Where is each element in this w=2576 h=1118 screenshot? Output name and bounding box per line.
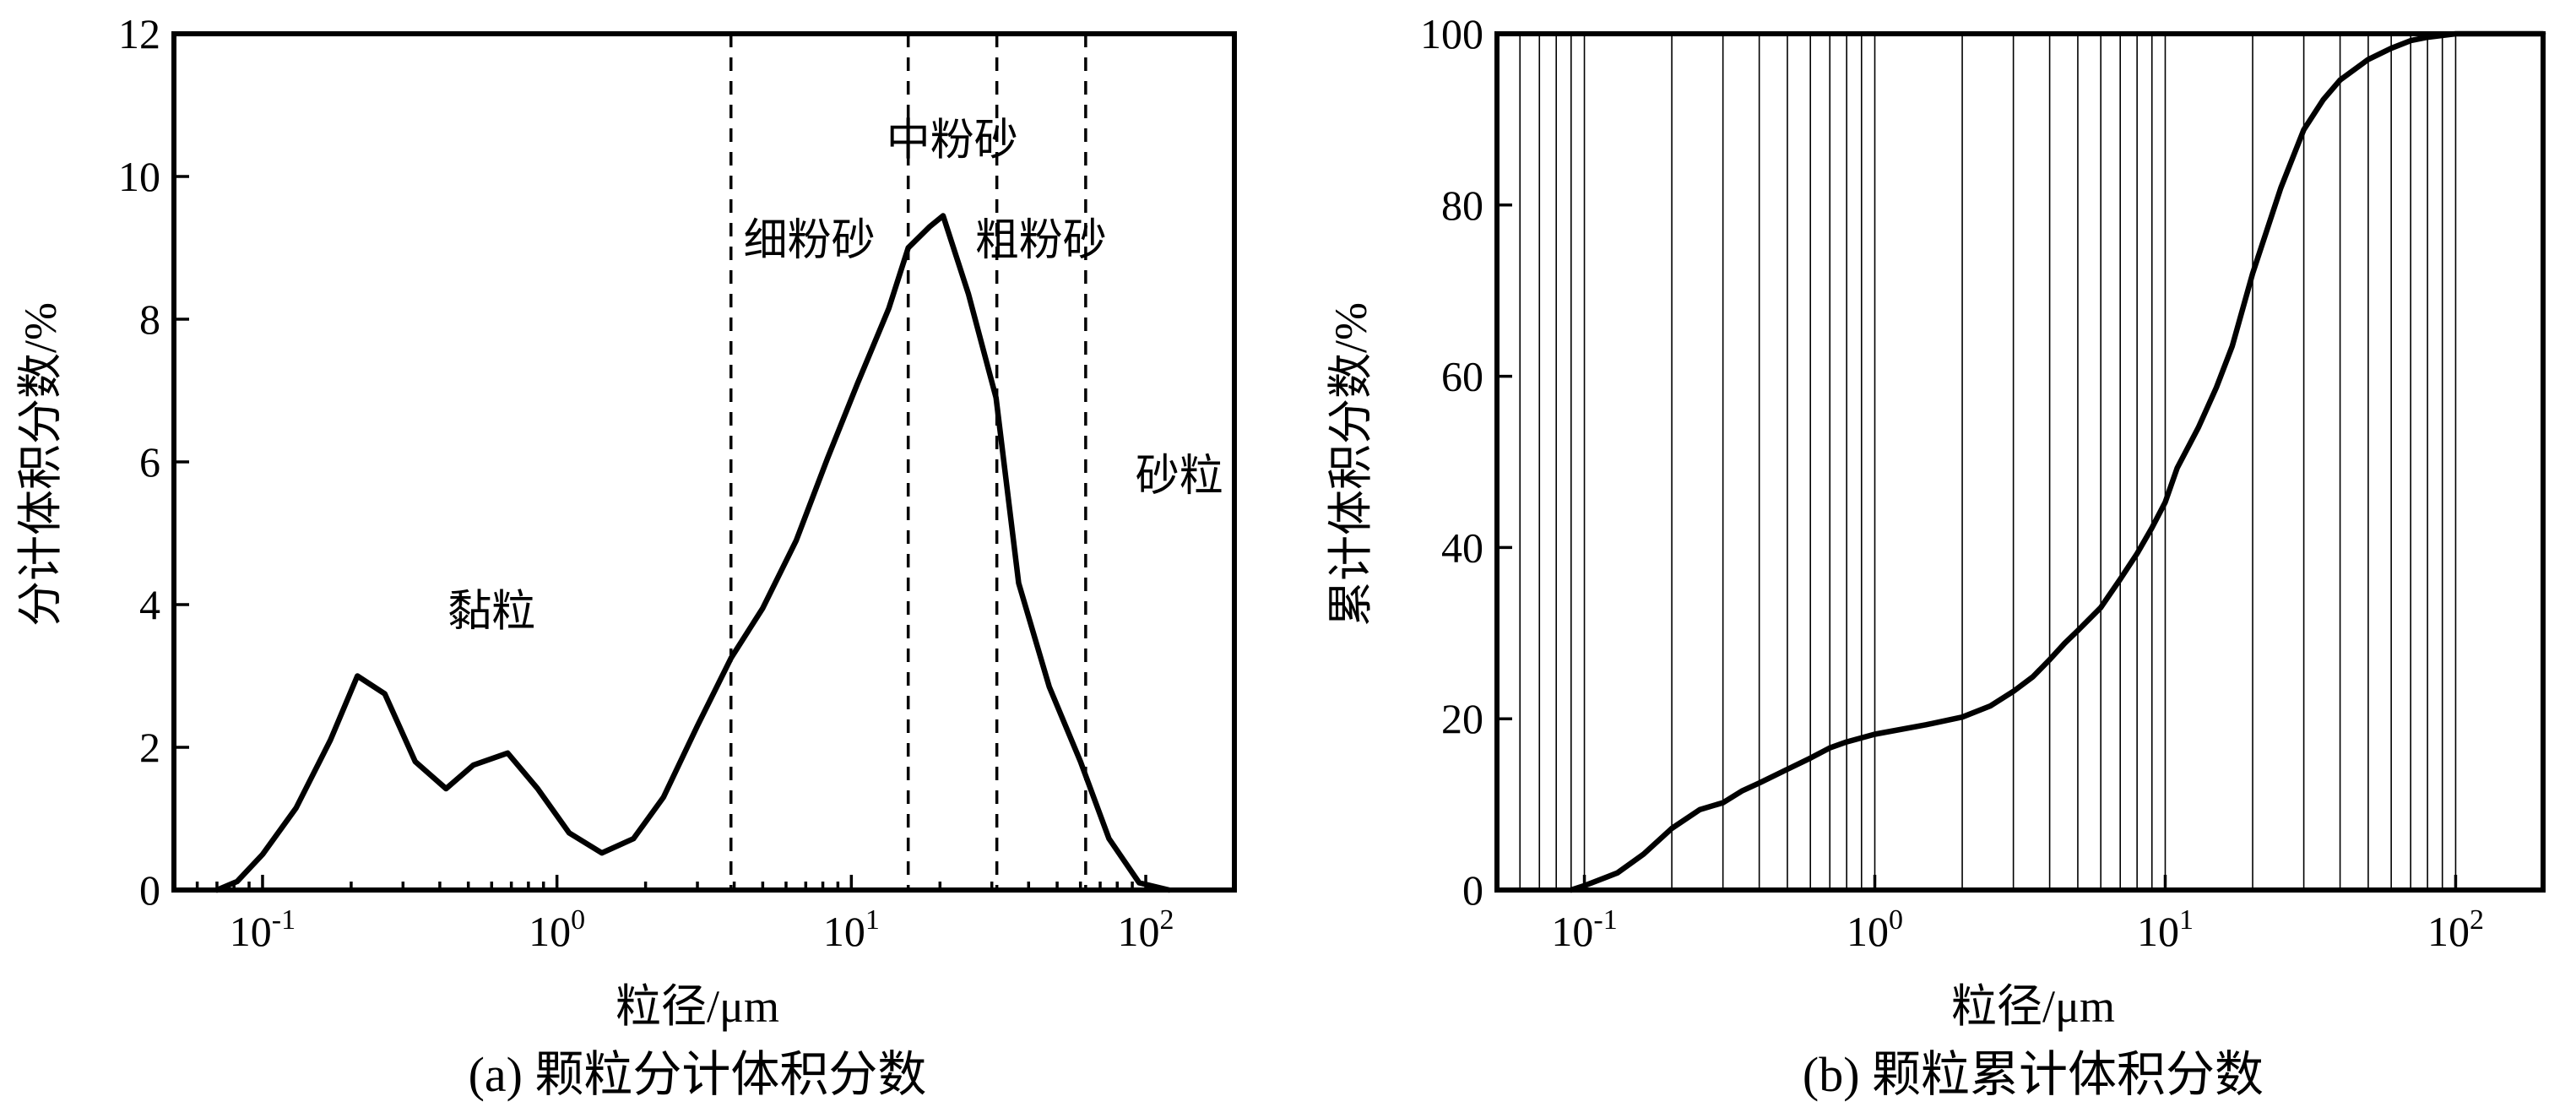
chart-a-y-axis-label: 分计体积分数/% xyxy=(15,302,66,627)
chart-b-y-tick-label: 80 xyxy=(1441,182,1483,229)
chart-a-x-tick-label: 10-1 xyxy=(230,904,296,955)
chart-b-y-tick-label: 60 xyxy=(1441,353,1483,400)
chart-a-y-tick-label: 10 xyxy=(118,153,160,200)
chart-a-x-axis-label: 粒径/μm xyxy=(616,981,779,1032)
chart-b-x-tick-label: 100 xyxy=(1847,904,1903,955)
chart-a-series-line xyxy=(214,213,1172,893)
chart-b-y-tick-label: 40 xyxy=(1441,524,1483,571)
chart-b-y-tick-label: 20 xyxy=(1441,695,1483,742)
chart-a-x-tick-label: 100 xyxy=(529,904,585,955)
chart-a-plot-frame xyxy=(171,31,1237,893)
chart-b-x-tick-label: 102 xyxy=(2427,904,2484,955)
chart-b-x-tick-label: 101 xyxy=(2137,904,2194,955)
chart-b-y-tick-label: 0 xyxy=(1462,866,1483,914)
chart-a-y-tick-label: 4 xyxy=(139,581,160,628)
chart-b-caption: (b) 颗粒累计体积分数 xyxy=(1803,1047,2264,1102)
chart-b-series-line xyxy=(1568,30,2546,893)
chart-a-x-tick-label: 101 xyxy=(823,904,880,955)
chart-a-y-tick-label: 2 xyxy=(139,724,160,771)
chart-b-x-tick-label: 10-1 xyxy=(1551,904,1617,955)
chart-a-y-tick-label: 8 xyxy=(139,296,160,343)
chart-a-y-tick-label: 0 xyxy=(139,866,160,914)
chart-b-plot-frame xyxy=(1494,31,2546,893)
chart-a-x-tick-label: 102 xyxy=(1118,904,1174,955)
chart-b: 0 20 40 60 80 100 10-1 100 101 102 xyxy=(1420,10,2546,955)
chart-a-zone-label: 黏粒 xyxy=(447,588,535,636)
chart-a-zone-label: 粗粉砂 xyxy=(975,217,1107,265)
chart-a-zone-label: 细粉砂 xyxy=(744,217,876,265)
chart-a-zone-label: 中粉砂 xyxy=(887,117,1018,166)
chart-b-y-tick-label: 100 xyxy=(1420,10,1483,57)
chart-a-y-tick-label: 12 xyxy=(118,10,160,57)
chart-b-x-axis-label: 粒径/μm xyxy=(1951,981,2115,1032)
chart-a-y-tick-label: 6 xyxy=(139,438,160,486)
chart-b-y-axis-label: 累计体积分数/% xyxy=(1326,302,1376,627)
chart-a-zone-label: 砂粒 xyxy=(1136,453,1223,501)
chart-a-caption: (a) 颗粒分计体积分数 xyxy=(469,1047,927,1102)
